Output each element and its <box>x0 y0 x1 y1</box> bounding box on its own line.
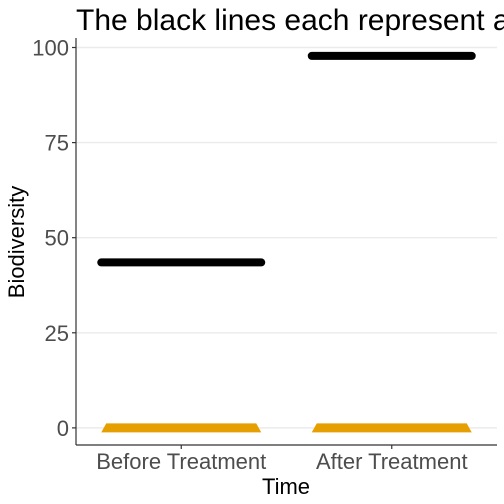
y-tick-label: 25 <box>45 321 69 346</box>
y-tick-label: 0 <box>57 416 69 441</box>
y-axis-label: Biodiversity <box>4 186 29 298</box>
baseline-marker <box>311 423 472 433</box>
y-tick-label: 100 <box>32 36 69 61</box>
chart-title: The black lines each represent a d <box>76 4 504 37</box>
y-tick-label: 75 <box>45 131 69 156</box>
y-ticks: 0 25 50 75 100 <box>32 36 76 441</box>
axes <box>75 38 497 446</box>
x-axis-label: Time <box>262 474 310 499</box>
x-ticks: Before Treatment After Treatment <box>96 445 468 474</box>
chart-marks <box>97 51 476 433</box>
gridlines <box>76 46 497 429</box>
y-tick-label: 50 <box>45 226 69 251</box>
baseline-marker <box>101 423 262 433</box>
x-tick-label: After Treatment <box>316 449 468 474</box>
x-tick-label: Before Treatment <box>96 449 266 474</box>
